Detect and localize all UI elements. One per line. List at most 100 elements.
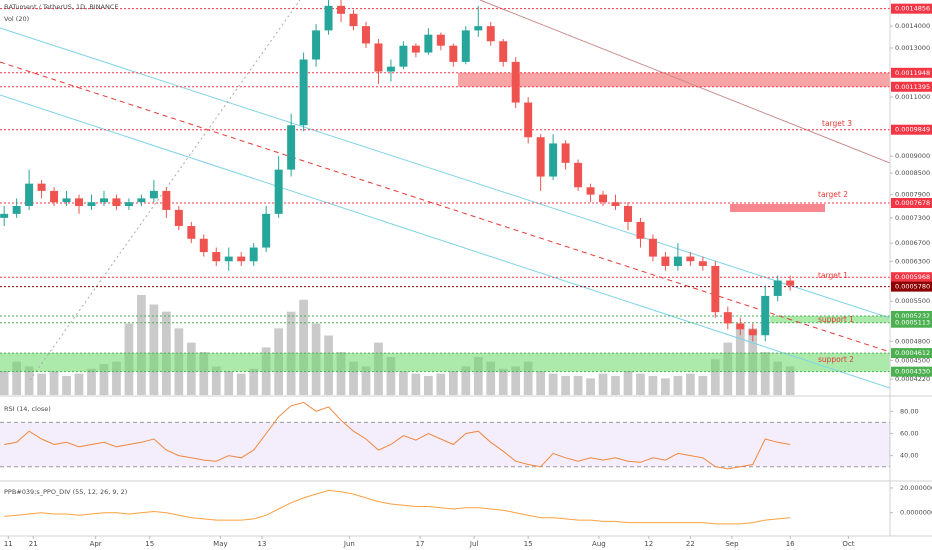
volume-bar xyxy=(548,373,558,395)
y-tick-label: 0.0014000 xyxy=(895,22,930,30)
x-tick-label: Apr xyxy=(90,540,102,548)
y-tick-label: 0.0005500 xyxy=(895,297,930,305)
y-tick-label: 20.0000000 xyxy=(900,484,932,492)
y-tick-label: 0.0004500 xyxy=(895,356,930,364)
zone-layer xyxy=(0,72,890,372)
annotation: target 2 xyxy=(818,190,848,199)
volume-bar xyxy=(399,371,408,395)
candle-layer xyxy=(0,0,795,342)
candle-body xyxy=(536,137,545,177)
candle-body xyxy=(262,213,271,248)
x-tick-label: Sep xyxy=(725,540,739,548)
level-label-box xyxy=(891,281,932,292)
candle-body xyxy=(786,280,795,286)
volume-bar xyxy=(12,361,22,395)
y-tick-label: 80.00 xyxy=(900,407,919,415)
candle-body xyxy=(661,256,670,266)
volume-bar xyxy=(137,295,146,395)
volume-bar xyxy=(686,373,695,395)
candle-body xyxy=(25,183,34,207)
volume-bar xyxy=(698,375,708,395)
candle-body xyxy=(149,190,158,199)
candle-body xyxy=(112,198,121,207)
x-tick-label: 12 xyxy=(644,540,653,548)
volume-bar xyxy=(636,373,645,395)
x-tick-label: Aug xyxy=(592,540,606,548)
candle-body xyxy=(174,209,183,227)
candle-body xyxy=(511,61,520,103)
candle-body xyxy=(723,312,732,324)
volume-bar xyxy=(87,368,96,395)
volume-bar xyxy=(473,356,483,395)
x-tick-label: 15 xyxy=(145,540,154,548)
candle-body xyxy=(37,183,46,191)
candle-body xyxy=(574,162,583,188)
trend-line xyxy=(479,0,890,164)
candle-body xyxy=(449,45,458,62)
candle-body xyxy=(586,187,595,195)
level-layer xyxy=(0,8,890,373)
x-tick-label: 16 xyxy=(786,540,795,548)
trend-line-dashed xyxy=(0,61,890,353)
candle-body xyxy=(0,213,9,218)
volume-bar xyxy=(511,366,521,395)
x-tick-label: Oct xyxy=(842,540,854,548)
volume-bar xyxy=(710,359,720,395)
candle-body xyxy=(673,256,682,266)
volume-bar xyxy=(785,366,795,395)
candle-body xyxy=(486,26,495,42)
volume-bar xyxy=(648,375,658,395)
candle-body xyxy=(561,143,570,163)
candle-body xyxy=(187,226,196,239)
price-pane xyxy=(0,0,890,395)
candle-body xyxy=(636,221,645,239)
candle-body xyxy=(99,198,108,203)
volume-bar xyxy=(236,373,246,395)
x-tick-label: 15 xyxy=(524,540,533,548)
volume-bar xyxy=(224,371,234,395)
candle-body xyxy=(312,30,321,60)
ppo-title: PPB#039;s_PPO_DIV (55, 12, 26, 9, 2) xyxy=(4,488,127,496)
candle-body xyxy=(249,247,258,262)
trend-channel xyxy=(0,27,890,319)
y-tick-label: 0.0009000 xyxy=(895,152,930,160)
candle-body xyxy=(137,198,146,203)
candle-body xyxy=(287,125,296,170)
y-tick-label: 0.0006700 xyxy=(895,239,930,247)
rsi-band xyxy=(0,422,890,467)
volume-bar xyxy=(561,375,570,395)
volume-bar xyxy=(598,373,608,395)
candle-body xyxy=(337,5,346,14)
candle-body xyxy=(124,202,133,207)
volume-bar xyxy=(661,378,670,395)
x-tick-label: 11 xyxy=(4,540,13,548)
level-label: 0.0005232 xyxy=(895,312,930,320)
y-tick-label: 0.0004800 xyxy=(895,337,930,345)
volume-bar xyxy=(498,368,508,395)
candle-body xyxy=(623,206,632,222)
candle-body xyxy=(199,238,208,253)
candle-body xyxy=(711,265,720,313)
volume-bar xyxy=(37,373,46,395)
candle-body xyxy=(299,59,308,126)
candle-body xyxy=(773,280,782,296)
y-tick-label: 0.0006300 xyxy=(895,257,930,265)
price-zone xyxy=(770,315,890,323)
annotation: target 1 xyxy=(818,271,848,280)
candle-body xyxy=(736,323,745,330)
volume-bar xyxy=(299,299,308,395)
x-tick-label: May xyxy=(213,540,227,548)
volume-bar xyxy=(448,371,458,395)
volume-bar xyxy=(411,373,421,395)
volume-bar xyxy=(523,361,533,395)
level-label: 0.0014856 xyxy=(895,5,930,13)
volume-bar xyxy=(149,304,159,395)
candle-body xyxy=(349,13,358,27)
level-label-box xyxy=(891,272,932,283)
candle-body xyxy=(461,30,470,62)
candle-body xyxy=(436,34,445,46)
level-label-box xyxy=(891,310,932,321)
candle-body xyxy=(399,45,408,67)
level-label-box xyxy=(891,198,932,209)
level-label: 0.0011948 xyxy=(895,69,930,77)
